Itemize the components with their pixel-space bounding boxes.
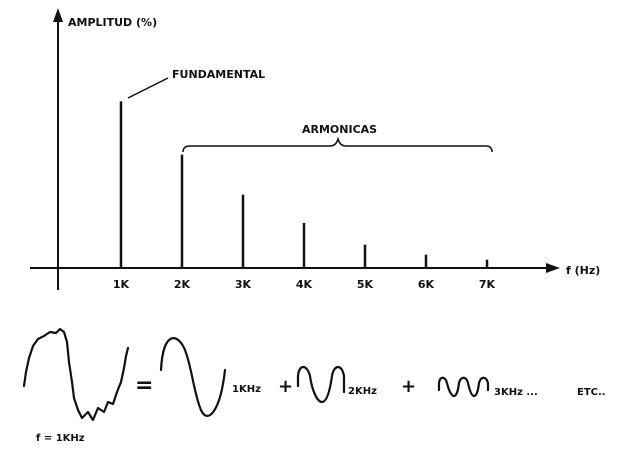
fundamental-pointer: [127, 77, 169, 99]
waveform-decomposition: [22, 327, 490, 422]
x-tick-label-4k: 4K: [296, 278, 313, 291]
x-axis-arrow: [546, 263, 560, 273]
harmonics-label: ARMONICAS: [302, 123, 377, 136]
sine-2khz: [296, 365, 346, 404]
term-2khz-label: 2KHz: [348, 386, 377, 397]
x-tick-label-6k: 6K: [418, 278, 435, 291]
complex-waveform: [22, 327, 130, 422]
original-frequency-label: f = 1KHz: [36, 433, 85, 444]
sine-3khz: [437, 376, 490, 398]
x-tick-label-7k: 7K: [479, 278, 496, 291]
y-axis-arrow: [53, 8, 63, 22]
term-1khz-label: 1KHz: [232, 384, 261, 395]
x-tick-label-5k: 5K: [357, 278, 374, 291]
harmonics-brace: [182, 136, 493, 153]
x-tick-label-3k: 3K: [235, 278, 252, 291]
x-tick-label-1k: 1K: [113, 278, 130, 291]
x-tick-labels: 1K 2K 3K 4K 5K 6K 7K: [113, 278, 496, 291]
plus-sign-2: +: [401, 376, 416, 397]
spectral-lines: [119, 101, 489, 268]
equals-sign: =: [135, 373, 153, 398]
sine-1khz: [159, 337, 227, 417]
axes: [30, 8, 560, 290]
x-axis-label: f (Hz): [566, 264, 600, 277]
fundamental-label: FUNDAMENTAL: [172, 68, 265, 81]
term-3khz-label: 3KHz ...: [494, 387, 538, 398]
x-tick-label-2k: 2K: [174, 278, 191, 291]
y-axis-label: AMPLITUD (%): [68, 16, 157, 29]
etc-label: ETC..: [577, 387, 606, 398]
plus-sign-1: +: [278, 376, 293, 397]
